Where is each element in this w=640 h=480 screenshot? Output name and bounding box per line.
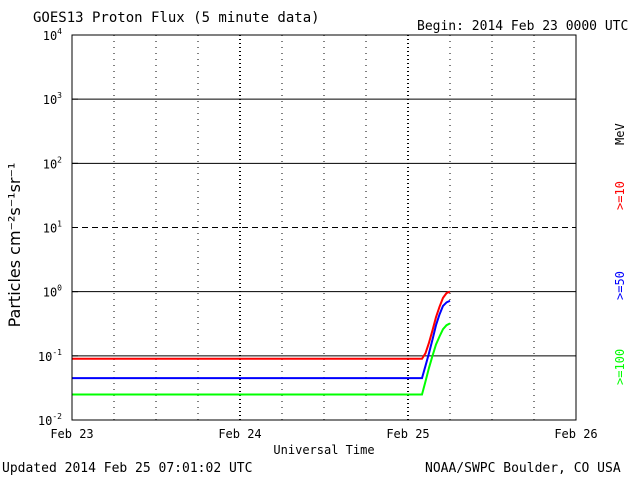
series-layer (72, 290, 451, 396)
series-line (72, 290, 451, 360)
y-tick-exponent: 2 (57, 155, 62, 164)
series-line (72, 322, 451, 396)
begin-time-label: Begin: 2014 Feb 23 0000 UTC (417, 19, 629, 34)
y-tick-label: 102 (43, 155, 62, 171)
y-axis-title: Particles cm⁻²s⁻¹sr⁻¹ (5, 163, 24, 328)
y-tick-label: 10-1 (38, 348, 62, 364)
y-tick-exponent: 3 (57, 91, 62, 100)
legend-label: >=100 (613, 349, 627, 385)
x-tick-label: Feb 25 (386, 427, 429, 441)
y-tick-label: 101 (43, 220, 62, 236)
chart-title: GOES13 Proton Flux (5 minute data) (33, 10, 320, 26)
legend-unit: MeV (613, 123, 627, 145)
y-tick-label: 104 (43, 27, 62, 43)
x-tick-labels: Feb 23 Feb 24 Feb 25 Feb 26 (50, 427, 597, 441)
y-tick-label: 103 (43, 91, 62, 107)
legend-entry: >=100 (613, 349, 627, 385)
legend-entry: >=50 (613, 271, 627, 300)
y-tick-exponent: 4 (57, 27, 62, 36)
legend-label: >=50 (613, 271, 627, 300)
y-tick-exponent: -1 (52, 348, 62, 357)
y-tick-label: 100 (43, 284, 62, 300)
x-tick-label: Feb 23 (50, 427, 93, 441)
credit-label: NOAA/SWPC Boulder, CO USA (425, 461, 621, 476)
y-tick-exponent: 1 (57, 220, 62, 229)
updated-timestamp: Updated 2014 Feb 25 07:01:02 UTC (2, 461, 253, 476)
x-tick-label: Feb 24 (218, 427, 261, 441)
reference-lines (72, 98, 576, 357)
legend: >=10 >=50 >=100 MeV (613, 123, 627, 385)
legend-unit-label: MeV (613, 123, 627, 145)
series-line (72, 299, 451, 380)
x-tick-label: Feb 26 (554, 427, 597, 441)
y-tick-exponent: 0 (57, 284, 62, 293)
y-tick-label: 10-2 (38, 412, 62, 428)
x-axis-title: Universal Time (273, 443, 374, 457)
legend-entry: >=10 (613, 181, 627, 210)
legend-label: >=10 (613, 181, 627, 210)
y-tick-exponent: -2 (52, 412, 62, 421)
